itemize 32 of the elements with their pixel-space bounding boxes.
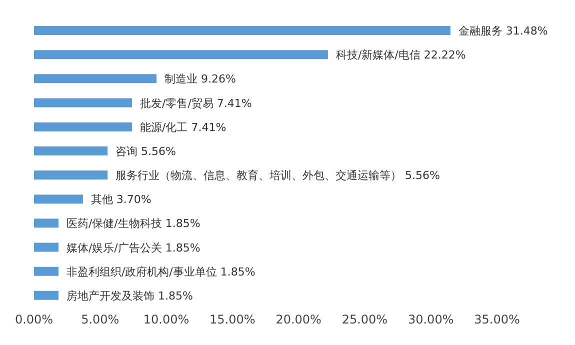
category-label: 咨询 5.56%	[116, 144, 176, 158]
x-tick-label: 30.00%	[408, 312, 454, 327]
category-label: 金融服务 31.48%	[458, 24, 548, 38]
bar	[34, 290, 58, 300]
x-tick-label: 35.00%	[474, 312, 520, 327]
bar	[34, 242, 58, 252]
bar	[34, 146, 108, 156]
bar	[34, 218, 58, 228]
category-label: 其他 3.70%	[90, 193, 152, 206]
x-tick-label: 10.00%	[143, 312, 190, 327]
category-label: 制造业 9.26%	[164, 72, 236, 86]
bar	[34, 26, 450, 35]
category-label: 科技/新媒体/电信 22.22%	[336, 48, 466, 62]
x-tick-label: 20.00%	[276, 312, 322, 327]
x-tick-label: 0.00%	[14, 312, 54, 327]
bar	[34, 122, 132, 132]
category-label: 医药/保健/生物科技 1.85%	[66, 217, 200, 230]
bar	[34, 266, 58, 276]
bar	[34, 194, 83, 204]
bar	[34, 50, 328, 60]
x-tick-label: 5.00%	[81, 312, 120, 327]
category-label: 批发/零售/贸易 7.41%	[140, 96, 252, 110]
category-label: 媒体/娱乐/广告公关 1.85%	[66, 241, 200, 254]
category-label: 能源/化工 7.41%	[140, 120, 226, 134]
x-tick-label: 25.00%	[342, 312, 388, 327]
category-label: 房地产开发及装饰 1.85%	[66, 289, 193, 302]
bar	[34, 74, 156, 84]
x-tick-label: 15.00%	[210, 312, 256, 327]
bar	[34, 98, 132, 108]
bar	[34, 170, 108, 180]
category-label: 服务行业（物流、信息、教育、培训、外包、交通运输等） 5.56%	[116, 169, 440, 182]
category-label: 非盈利组织/政府机构/事业单位 1.85%	[66, 265, 256, 278]
